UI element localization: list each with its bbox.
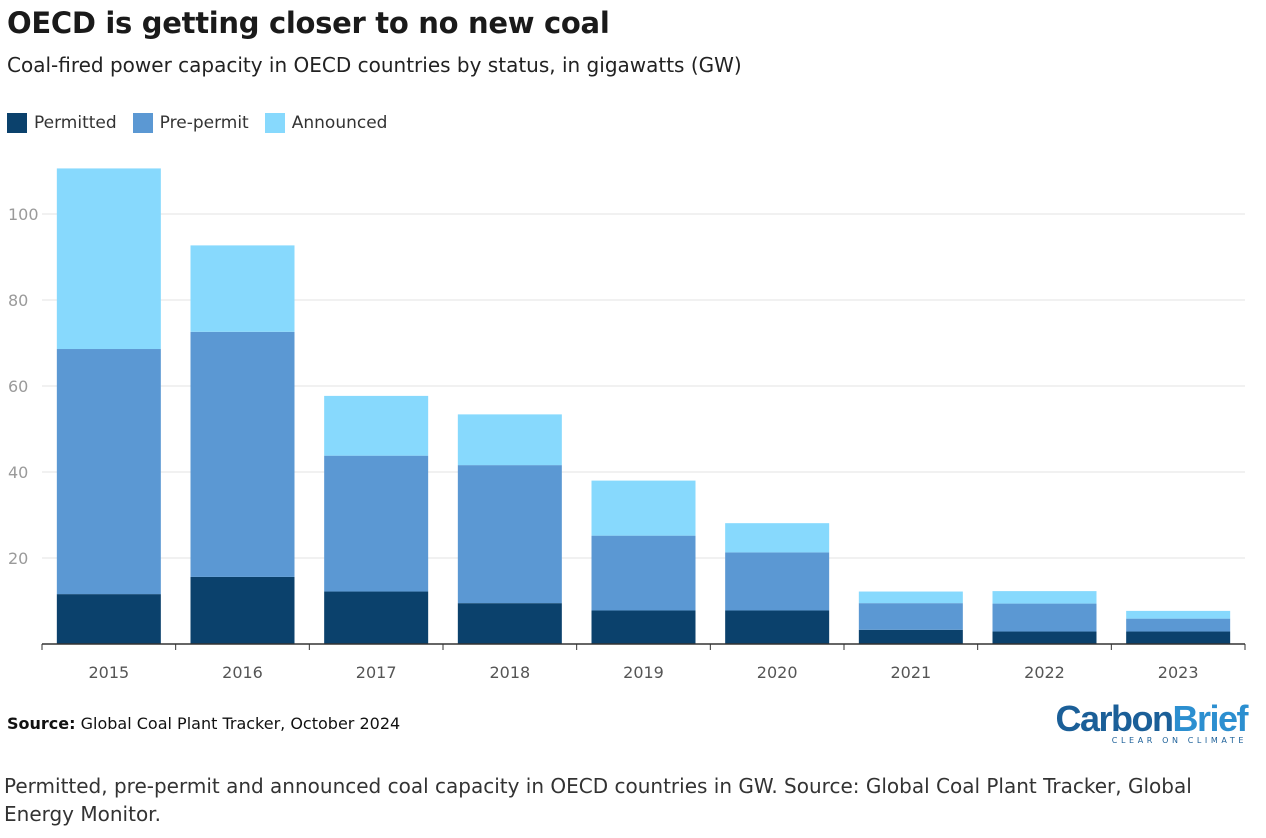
legend-swatch-permitted (7, 113, 27, 133)
stacked-bar-chart: 20 40 60 80 100 2015 2016 2017 2018 2019 2020 2021 2… (8, 168, 1246, 682)
legend-label-announced: Announced (291, 113, 388, 133)
bar-permitted-2020 (725, 610, 830, 644)
bar-pre-permit-2022 (992, 603, 1097, 632)
chart-title: OECD is getting closer to no new coal (7, 6, 610, 40)
x-tick-label-2021: 2021 (890, 663, 931, 682)
legend-item-pre-permit: Pre-permit (132, 113, 249, 133)
legend-item-permitted: Permitted (7, 113, 117, 133)
bar-pre-permit-2021 (858, 603, 963, 630)
legend-swatch-pre-permit (132, 113, 153, 133)
bar-announced-2023 (1126, 610, 1231, 619)
legend: Permitted Pre-permit Announced (7, 113, 403, 133)
y-tick-label-100: 100 (8, 205, 39, 224)
x-tick-label-2017: 2017 (356, 663, 397, 682)
logo-wordmark: CarbonBrief (1055, 698, 1248, 739)
y-tick-label-60: 60 (8, 377, 28, 396)
bar-pre-permit-2015 (56, 349, 161, 595)
legend-item-announced: Announced (264, 113, 388, 133)
bar-pre-permit-2018 (457, 465, 562, 604)
bar-pre-permit-2019 (591, 535, 696, 611)
bar-announced-2021 (858, 591, 963, 604)
bar-permitted-2021 (858, 629, 963, 644)
x-tick-label-2018: 2018 (489, 663, 530, 682)
bar-permitted-2017 (324, 591, 429, 644)
source-label: Source: (7, 714, 76, 733)
bar-permitted-2019 (591, 610, 696, 644)
carbon-brief-logo: CarbonBrief CLEAR ON CLIMATE (1055, 698, 1248, 746)
bar-announced-2018 (457, 414, 562, 466)
logo-carbon: Carbon (1055, 698, 1174, 739)
bar-pre-permit-2023 (1126, 618, 1231, 632)
bar-pre-permit-2017 (324, 455, 429, 592)
x-tick-label-2022: 2022 (1024, 663, 1065, 682)
bar-permitted-2022 (992, 631, 1097, 644)
logo-tagline: CLEAR ON CLIMATE (1111, 736, 1247, 745)
bar-permitted-2015 (56, 594, 161, 644)
legend-label-permitted: Permitted (34, 113, 117, 133)
bar-announced-2019 (591, 480, 696, 536)
source-note: Source: Global Coal Plant Tracker, Octob… (7, 714, 400, 733)
bar-announced-2016 (190, 245, 295, 332)
legend-swatch-announced (264, 113, 285, 133)
chart-subtitle: Coal-fired power capacity in OECD countr… (7, 53, 742, 77)
logo-brief: Brief (1172, 698, 1248, 739)
bar-permitted-2023 (1126, 631, 1231, 644)
bar-announced-2017 (324, 395, 429, 456)
y-tick-label-80: 80 (8, 291, 28, 310)
x-tick-label-2019: 2019 (623, 663, 664, 682)
figure-caption: Permitted, pre-permit and announced coal… (4, 774, 1192, 826)
x-tick-label-2015: 2015 (88, 663, 129, 682)
x-tick-label-2020: 2020 (757, 663, 798, 682)
source-text: Global Coal Plant Tracker, October 2024 (80, 714, 401, 733)
bar-announced-2022 (992, 591, 1097, 604)
bar-pre-permit-2020 (725, 552, 830, 611)
legend-label-pre-permit: Pre-permit (159, 113, 249, 133)
x-tick-label-2023: 2023 (1158, 663, 1199, 682)
x-tick-label-2016: 2016 (222, 663, 263, 682)
y-tick-label-40: 40 (8, 463, 28, 482)
bar-announced-2015 (56, 168, 161, 350)
bar-permitted-2018 (457, 603, 562, 644)
bar-permitted-2016 (190, 576, 295, 644)
y-tick-label-20: 20 (8, 549, 28, 568)
bar-pre-permit-2016 (190, 331, 295, 577)
bar-announced-2020 (725, 523, 830, 553)
